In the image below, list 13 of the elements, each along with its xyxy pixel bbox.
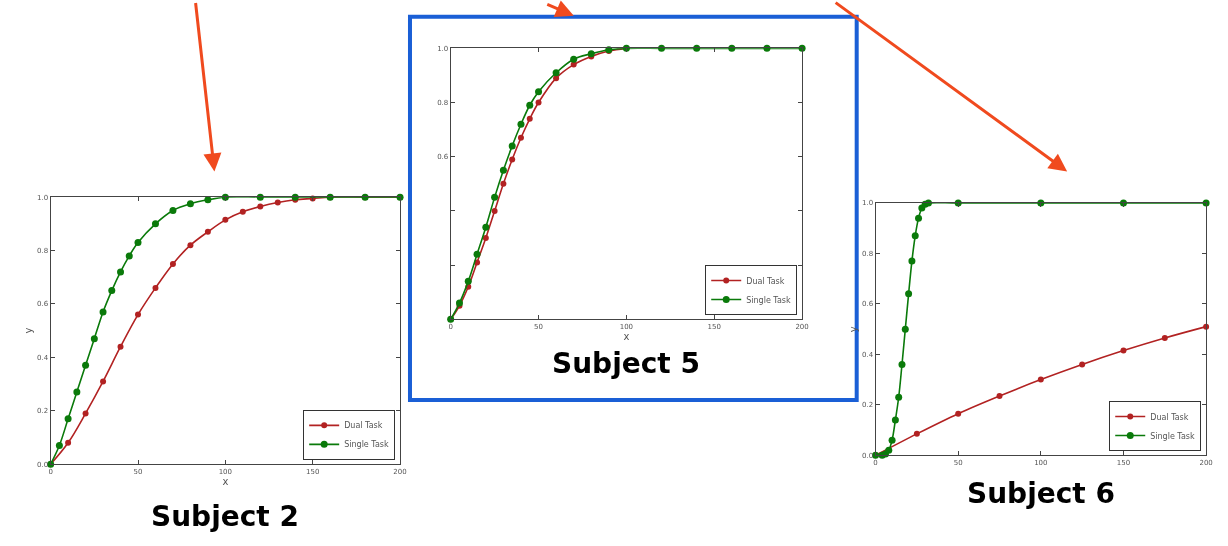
legend-label: Dual Task <box>344 421 383 431</box>
text: Subject 6 <box>967 477 1115 510</box>
legend-label: Dual Task <box>746 276 785 286</box>
legend-label: Single Task <box>1150 431 1195 441</box>
legend-label: Single Task <box>344 440 389 450</box>
text: Subject 2 <box>151 500 299 533</box>
legend-label: Single Task <box>746 295 791 305</box>
y-axis-title: y <box>23 327 35 334</box>
text: Subject 5 <box>552 347 700 380</box>
x-axis-title: x <box>623 330 630 342</box>
x-axis-title: x <box>222 475 229 487</box>
legend-label: Dual Task <box>1150 412 1189 422</box>
y-axis-title: y <box>848 326 860 333</box>
